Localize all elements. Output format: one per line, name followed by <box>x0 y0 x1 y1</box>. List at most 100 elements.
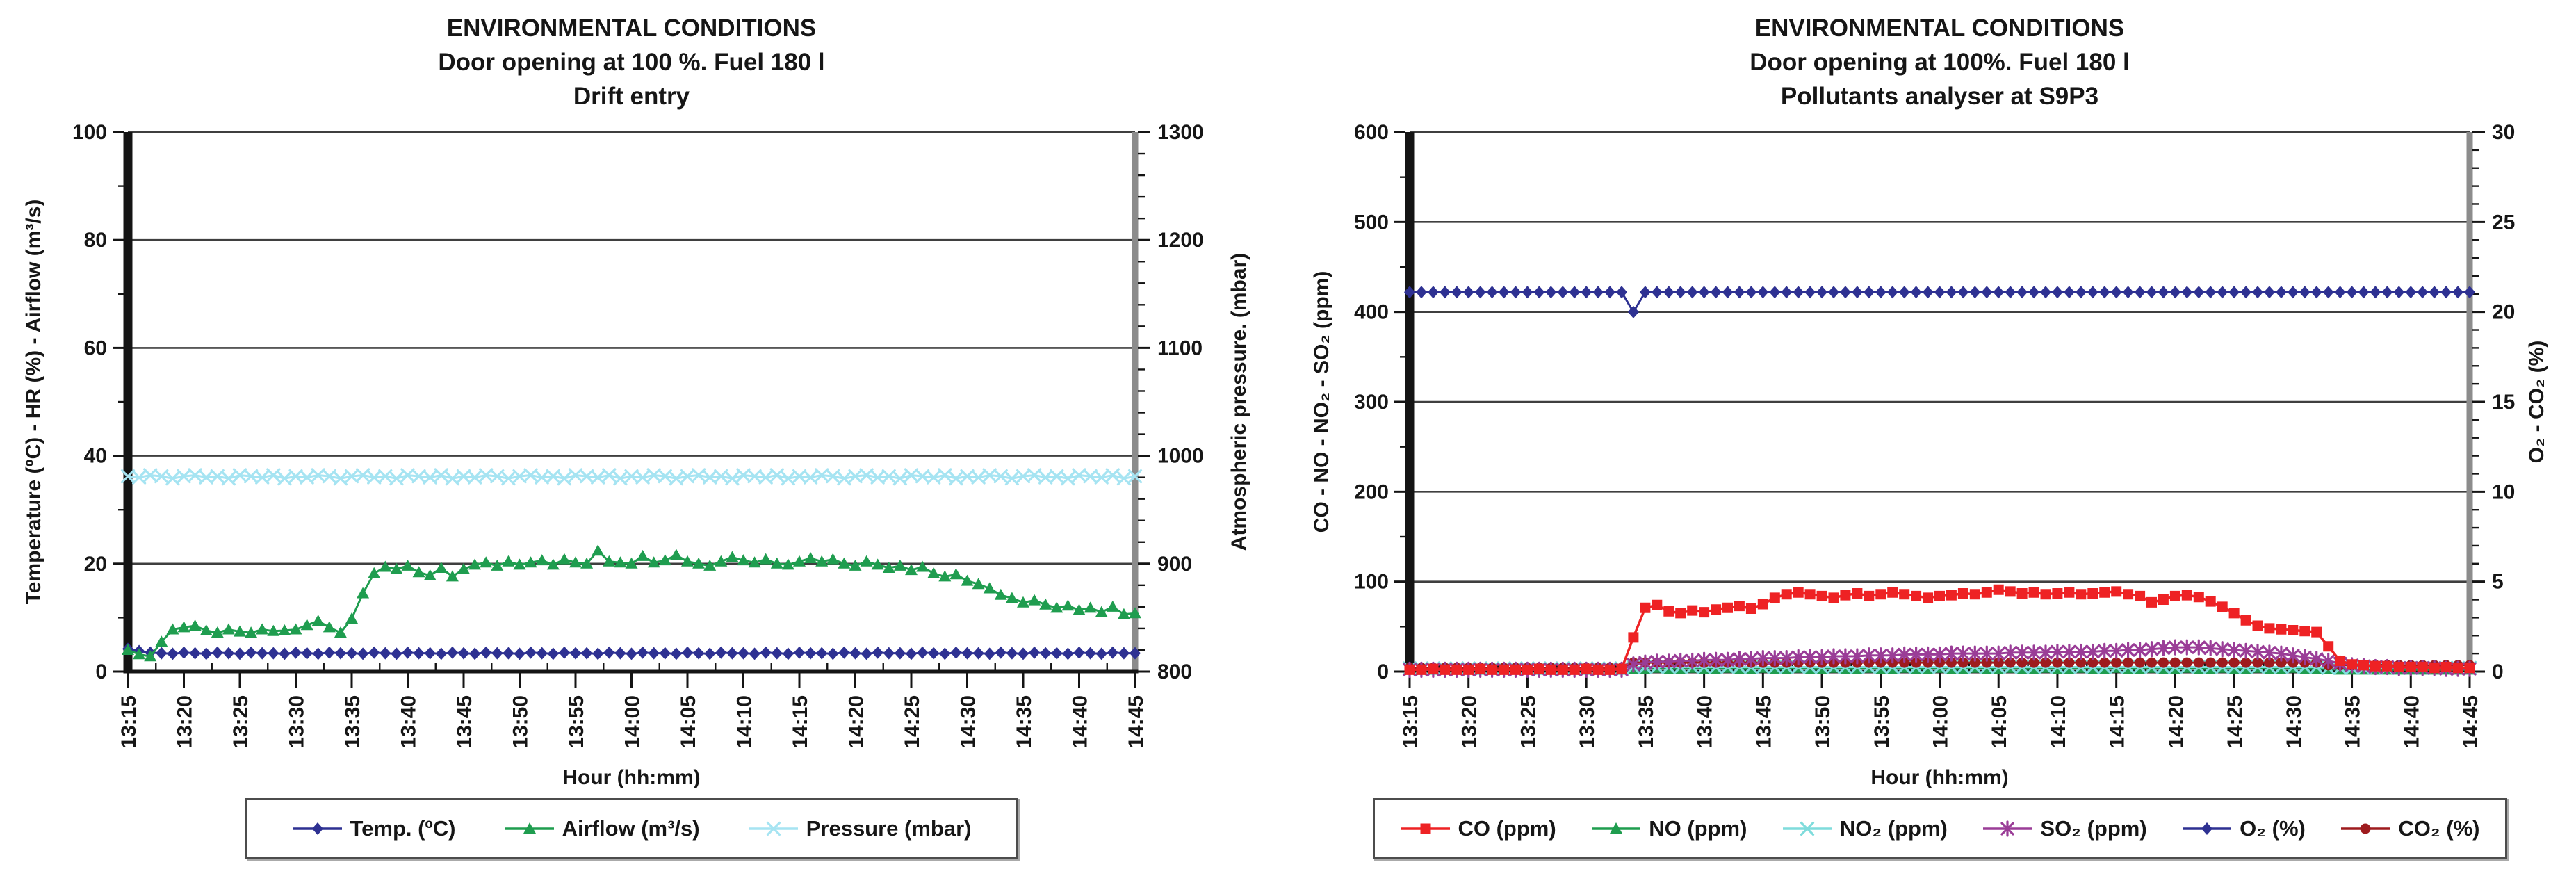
x-tick-label: 14:05 <box>677 695 700 749</box>
x-tick-label: 13:40 <box>1694 695 1717 749</box>
x-tick-label: 13:50 <box>510 695 532 749</box>
x-axis-line <box>123 669 1139 674</box>
y-right-tick-label: 1200 <box>1157 229 1204 252</box>
x-tick-label: 14:30 <box>2283 695 2306 749</box>
y-left-tick-label: 200 <box>1354 480 1389 503</box>
legend-item-pressure-mbar: Pressure (mbar) <box>748 816 972 841</box>
y-right-tick-label: 1100 <box>1157 336 1203 359</box>
x-tick-label: 14:40 <box>1069 695 1092 749</box>
series-o <box>1404 286 2475 318</box>
x-tick-label: 13:15 <box>117 695 140 749</box>
x-tick-label: 13:50 <box>1811 695 1834 749</box>
x-tick-label: 13:25 <box>1517 695 1540 749</box>
y-left-tick-label: 0 <box>95 660 107 683</box>
chart-title-line2: Door opening at 100%. Fuel 180 l <box>1750 49 2130 76</box>
y-left-tick-label: 300 <box>1354 391 1389 414</box>
legend-label: Pressure (mbar) <box>806 816 972 841</box>
y-right-tick-label: 5 <box>2492 571 2504 594</box>
x-axis-title: Hour (hh:mm) <box>562 766 700 789</box>
legend-label: Temp. (ºC) <box>350 816 456 841</box>
y-right-tick-label: 1300 <box>1157 121 1204 144</box>
markers <box>122 642 1141 660</box>
y-right-tick-label: 20 <box>2492 301 2515 324</box>
y-right-tick-label: 10 <box>2492 480 2515 503</box>
x-tick-label: 14:00 <box>1930 695 1953 749</box>
x-tick-label: 14:10 <box>733 695 756 749</box>
left-chart-panel: ENVIRONMENTAL CONDITIONS Door opening at… <box>22 15 1250 859</box>
x-tick-label: 14:25 <box>901 695 924 749</box>
x-tick-label: 14:20 <box>845 695 868 749</box>
y-left-tick-label: 0 <box>1377 660 1389 683</box>
y-right-tick-label: 0 <box>2492 660 2504 683</box>
gridlines <box>1410 131 2470 583</box>
legend-label: NO (ppm) <box>1649 816 1747 841</box>
x-tick-label: 14:45 <box>2459 695 2482 749</box>
legend-marker-icon-co-ppm <box>1401 823 1450 834</box>
y-axis-right-title: O₂ - CO₂ (%) <box>2525 341 2548 464</box>
markers <box>120 468 1143 486</box>
legend-item-so-ppm: SO₂ (ppm) <box>1982 816 2147 841</box>
y-left-tick-label: 100 <box>1354 571 1389 594</box>
y-left-tick-label: 400 <box>1354 301 1389 324</box>
x-tick-label: 14:40 <box>2400 695 2423 749</box>
x-tick-label: 14:20 <box>2165 695 2187 749</box>
markers <box>1404 286 2475 318</box>
x-tick-label: 14:25 <box>2224 695 2247 749</box>
x-axis-title: Hour (hh:mm) <box>1870 766 2008 789</box>
right-chart-panel: ENVIRONMENTAL CONDITIONS Door opening at… <box>1288 0 2576 885</box>
x-tick-label: 14:45 <box>1125 695 1148 749</box>
x-tick-label: 14:00 <box>621 695 644 749</box>
x-tick-label: 13:30 <box>1576 695 1599 749</box>
legend-label: NO₂ (ppm) <box>1839 816 1948 841</box>
axes: 0 20 40 60 80 100 800 900 1000 1100 1200 1300 13:15 1… <box>72 121 1204 749</box>
y-left-tick-label: 100 <box>72 121 107 144</box>
y-left-tick-label: 40 <box>84 445 107 468</box>
legend-label: CO₂ (%) <box>2398 816 2480 841</box>
series-temp-c <box>122 642 1141 660</box>
x-tick-label: 13:55 <box>565 695 588 749</box>
y-axis-right-title: Atmospheric pressure. (mbar) <box>1228 253 1250 551</box>
legend-marker-icon-temp-c <box>293 822 342 835</box>
legend-item-o: O₂ (%) <box>2181 816 2306 841</box>
legend-item-co-ppm: CO (ppm) <box>1400 816 1556 841</box>
markers <box>1404 584 2475 675</box>
y-right-tick-label: 25 <box>2492 211 2515 234</box>
y-left-tick-label: 60 <box>84 336 107 359</box>
legend-item-airflow-m-s: Airflow (m³/s) <box>504 816 700 841</box>
x-tick-label: 13:45 <box>1752 695 1775 749</box>
x-tick-label: 13:40 <box>398 695 421 749</box>
y-right-tick-label: 15 <box>2492 391 2515 414</box>
y-axis-right-line <box>2466 132 2473 672</box>
series-pressure-mbar <box>120 468 1143 486</box>
y-left-tick-label: 80 <box>84 229 107 252</box>
x-tick-label: 13:35 <box>341 695 364 749</box>
left-chart-legend: Temp. (ºC) Airflow (m³/s) Pressure (mbar) <box>245 798 1018 859</box>
y-right-tick-label: 1000 <box>1157 445 1204 468</box>
y-left-tick-label: 20 <box>84 553 107 576</box>
x-tick-label: 13:20 <box>174 695 197 749</box>
legend-marker-icon-pressure-mbar <box>749 821 798 836</box>
x-tick-label: 13:45 <box>453 695 476 749</box>
legend-marker-icon-no-ppm <box>1592 822 1641 834</box>
y-axis-left-title: CO - NO - NO₂ - SO₂ (ppm) <box>1310 271 1333 533</box>
series-co-ppm <box>1404 584 2475 675</box>
legend-item-co: CO₂ (%) <box>2340 816 2479 841</box>
legend-marker-icon-co <box>2341 823 2390 834</box>
chart-title-line1: ENVIRONMENTAL CONDITIONS <box>1754 15 2125 42</box>
x-tick-label: 13:30 <box>286 695 309 749</box>
legend-marker-icon-no-ppm <box>1782 821 1832 836</box>
x-tick-label: 13:15 <box>1399 695 1422 749</box>
x-tick-label: 13:55 <box>1870 695 1893 749</box>
y-left-tick-label: 500 <box>1354 211 1389 234</box>
y-right-tick-label: 30 <box>2492 121 2515 144</box>
y-axis-left-title: Temperature (ºC) - HR (%) - Airflow (m³/… <box>22 200 45 605</box>
y-axis-right-line <box>1132 132 1139 672</box>
pollutants-chart: 0 100 200 300 400 500 600 0 5 10 15 20 25 30 13:15 13:2… <box>1310 121 2548 789</box>
legend-item-temp-c: Temp. (ºC) <box>292 816 456 841</box>
markers <box>122 544 1141 662</box>
series-airflow-m-s <box>122 544 1141 662</box>
gridlines <box>128 131 1135 565</box>
y-axis-left-line <box>1405 132 1415 672</box>
legend-label: Airflow (m³/s) <box>562 816 700 841</box>
y-right-tick-label: 800 <box>1157 660 1192 683</box>
